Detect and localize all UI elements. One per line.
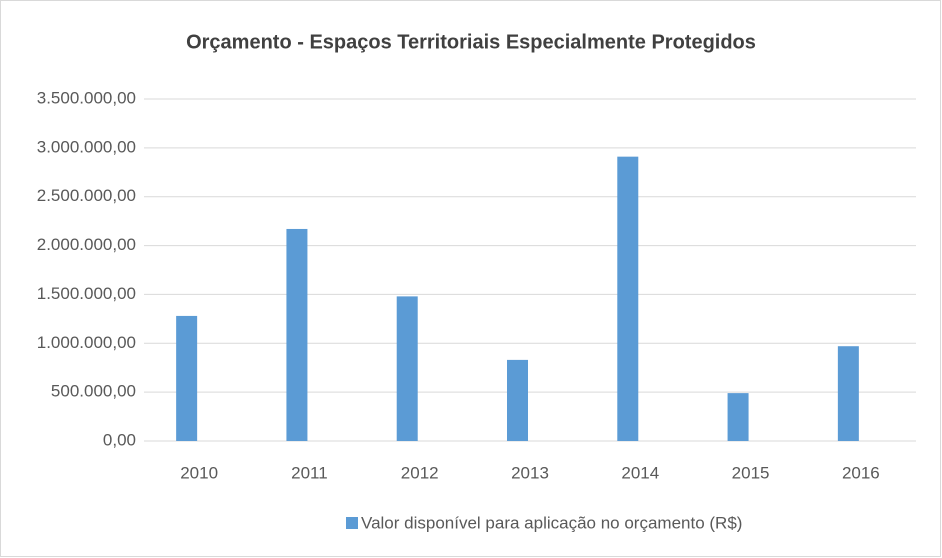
legend-swatch [346, 517, 358, 529]
x-tick-label: 2013 [511, 463, 549, 482]
bar [286, 228, 308, 441]
legend-label: Valor disponível para aplicação no orçam… [361, 513, 742, 532]
y-tick-label: 2.000.000,00 [37, 235, 136, 254]
bar [507, 359, 528, 441]
y-tick-label: 1.000.000,00 [37, 333, 136, 352]
chart-title: Orçamento - Espaços Territoriais Especia… [186, 31, 756, 53]
bar [727, 393, 749, 441]
x-tick-label: 2010 [180, 463, 218, 482]
x-tick-label: 2015 [732, 463, 770, 482]
y-tick-label: 500.000,00 [51, 382, 136, 401]
y-tick-label: 1.500.000,00 [37, 284, 136, 303]
x-tick-label: 2011 [291, 463, 328, 482]
x-tick-label: 2012 [401, 463, 439, 482]
x-tick-label: 2016 [842, 463, 880, 482]
y-tick-label: 2.500.000,00 [37, 186, 136, 205]
bar [617, 156, 639, 441]
y-tick-label: 3.500.000,00 [37, 88, 136, 107]
y-tick-label: 3.000.000,00 [37, 137, 136, 156]
x-tick-label: 2014 [621, 463, 659, 482]
bar [837, 346, 859, 441]
y-tick-label: 0,00 [103, 430, 136, 449]
bar [176, 315, 198, 441]
bar [396, 296, 418, 441]
